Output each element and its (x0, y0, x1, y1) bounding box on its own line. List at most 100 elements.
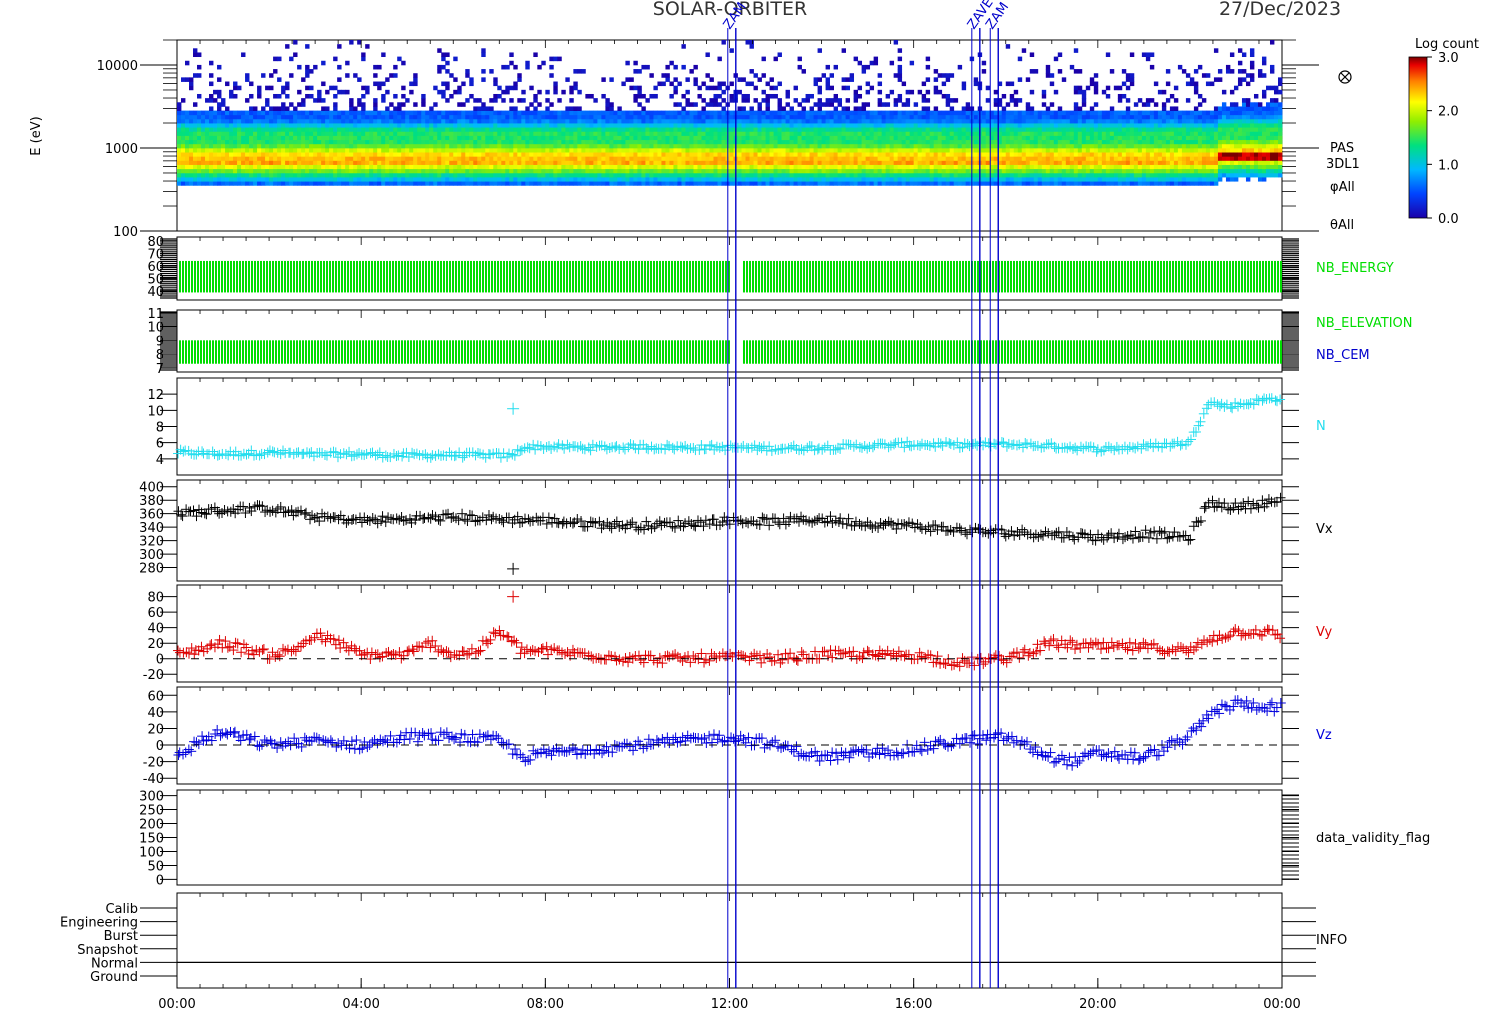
heatmap-cell (233, 81, 238, 87)
heatmap-cell (369, 131, 374, 136)
heatmap-cell (505, 64, 510, 70)
heatmap-cell (1129, 139, 1135, 145)
heatmap-cell (857, 93, 863, 99)
heatmap-cell (261, 110, 266, 116)
heatmap-cell (513, 64, 518, 70)
heatmap-cell (933, 131, 939, 136)
heatmap-cell (633, 60, 638, 66)
heatmap-cell (273, 168, 278, 174)
heatmap-cell (905, 172, 911, 178)
heatmap-cell (293, 135, 298, 141)
heatmap-cell (333, 102, 338, 107)
heatmap-cell (525, 181, 530, 186)
heatmap-cell (681, 181, 686, 186)
heatmap-cell (353, 147, 358, 153)
heatmap-cell (265, 181, 270, 186)
heatmap-cell (741, 77, 746, 82)
heatmap-cell (573, 81, 578, 87)
heatmap-cell (981, 123, 987, 128)
heatmap-cell (593, 139, 598, 145)
heatmap-cell (809, 123, 814, 128)
heatmap-cell (353, 127, 358, 132)
heatmap-cell (881, 127, 887, 132)
heatmap-cell (309, 181, 314, 186)
heatmap-cell (461, 135, 466, 141)
heatmap-cell (749, 156, 754, 161)
heatmap-cell (469, 181, 474, 186)
heatmap-cell (677, 123, 682, 128)
heatmap-cell (837, 123, 843, 128)
heatmap-cell (261, 156, 266, 161)
heatmap-cell (885, 181, 891, 186)
heatmap-cell (1097, 110, 1103, 116)
heatmap-cell (761, 98, 766, 103)
heatmap-cell (777, 168, 782, 174)
heatmap-cell (1045, 131, 1051, 136)
heatmap-cell (709, 127, 714, 132)
heatmap-cell (633, 143, 638, 149)
heatmap-cell (637, 131, 642, 136)
heatmap-cell (297, 181, 302, 186)
heatmap-cell (1081, 110, 1087, 116)
heatmap-cell (1017, 143, 1023, 149)
heatmap-cell (233, 143, 238, 149)
heatmap-cell (845, 181, 851, 186)
heatmap-cell (933, 85, 939, 91)
heatmap-cell (861, 64, 867, 70)
heatmap-cell (609, 114, 614, 120)
heatmap-cell (709, 118, 714, 124)
heatmap-cell (293, 127, 298, 132)
heatmap-cell (693, 156, 698, 161)
heatmap-cell (933, 123, 939, 128)
heatmap-cell (701, 147, 706, 153)
heatmap-cell (1013, 177, 1019, 182)
heatmap-cell (229, 93, 234, 99)
heatmap-cell (565, 147, 570, 153)
heatmap-cell (373, 98, 378, 103)
heatmap-cell (637, 123, 642, 128)
heatmap-cell (545, 156, 550, 161)
heatmap-cell (353, 73, 358, 78)
heatmap-cell (1129, 143, 1135, 149)
heatmap-cell (277, 152, 282, 157)
heatmap-cell (841, 123, 847, 128)
heatmap-cell (417, 152, 422, 157)
heatmap-cell (1001, 139, 1007, 145)
heatmap-cell (325, 152, 330, 157)
heatmap-cell (609, 106, 614, 111)
heatmap-cell (313, 123, 318, 128)
heatmap-cell (661, 152, 666, 157)
heatmap-cell (617, 177, 622, 182)
heatmap-cell (1009, 139, 1015, 145)
heatmap-cell (233, 164, 238, 170)
heatmap-cell (305, 181, 310, 186)
heatmap-cell (569, 181, 574, 186)
heatmap-cell (389, 114, 394, 120)
heatmap-cell (249, 164, 254, 170)
heatmap-cell (605, 106, 610, 111)
heatmap-cell (793, 98, 798, 103)
heatmap-cell (973, 160, 979, 165)
heatmap-cell (681, 118, 686, 124)
heatmap-cell (961, 152, 967, 157)
heatmap-cell (965, 156, 971, 161)
heatmap-cell (713, 114, 718, 120)
heatmap-cell (485, 114, 490, 120)
heatmap-cell (273, 123, 278, 128)
heatmap-cell (281, 147, 286, 153)
heatmap-cell (233, 135, 238, 141)
heatmap-cell (601, 143, 606, 149)
heatmap-cell (321, 123, 326, 128)
heatmap-cell (221, 127, 226, 132)
heatmap-cell (1125, 177, 1131, 182)
heatmap-cell (357, 118, 362, 124)
heatmap-cell (789, 106, 794, 111)
heatmap-cell (1085, 160, 1091, 165)
heatmap-cell (553, 181, 558, 186)
heatmap-cell (845, 77, 851, 82)
heatmap-cell (1033, 168, 1039, 174)
heatmap-cell (1077, 156, 1083, 161)
heatmap-cell (273, 93, 278, 99)
heatmap-cell (261, 143, 266, 149)
heatmap-cell (389, 172, 394, 178)
